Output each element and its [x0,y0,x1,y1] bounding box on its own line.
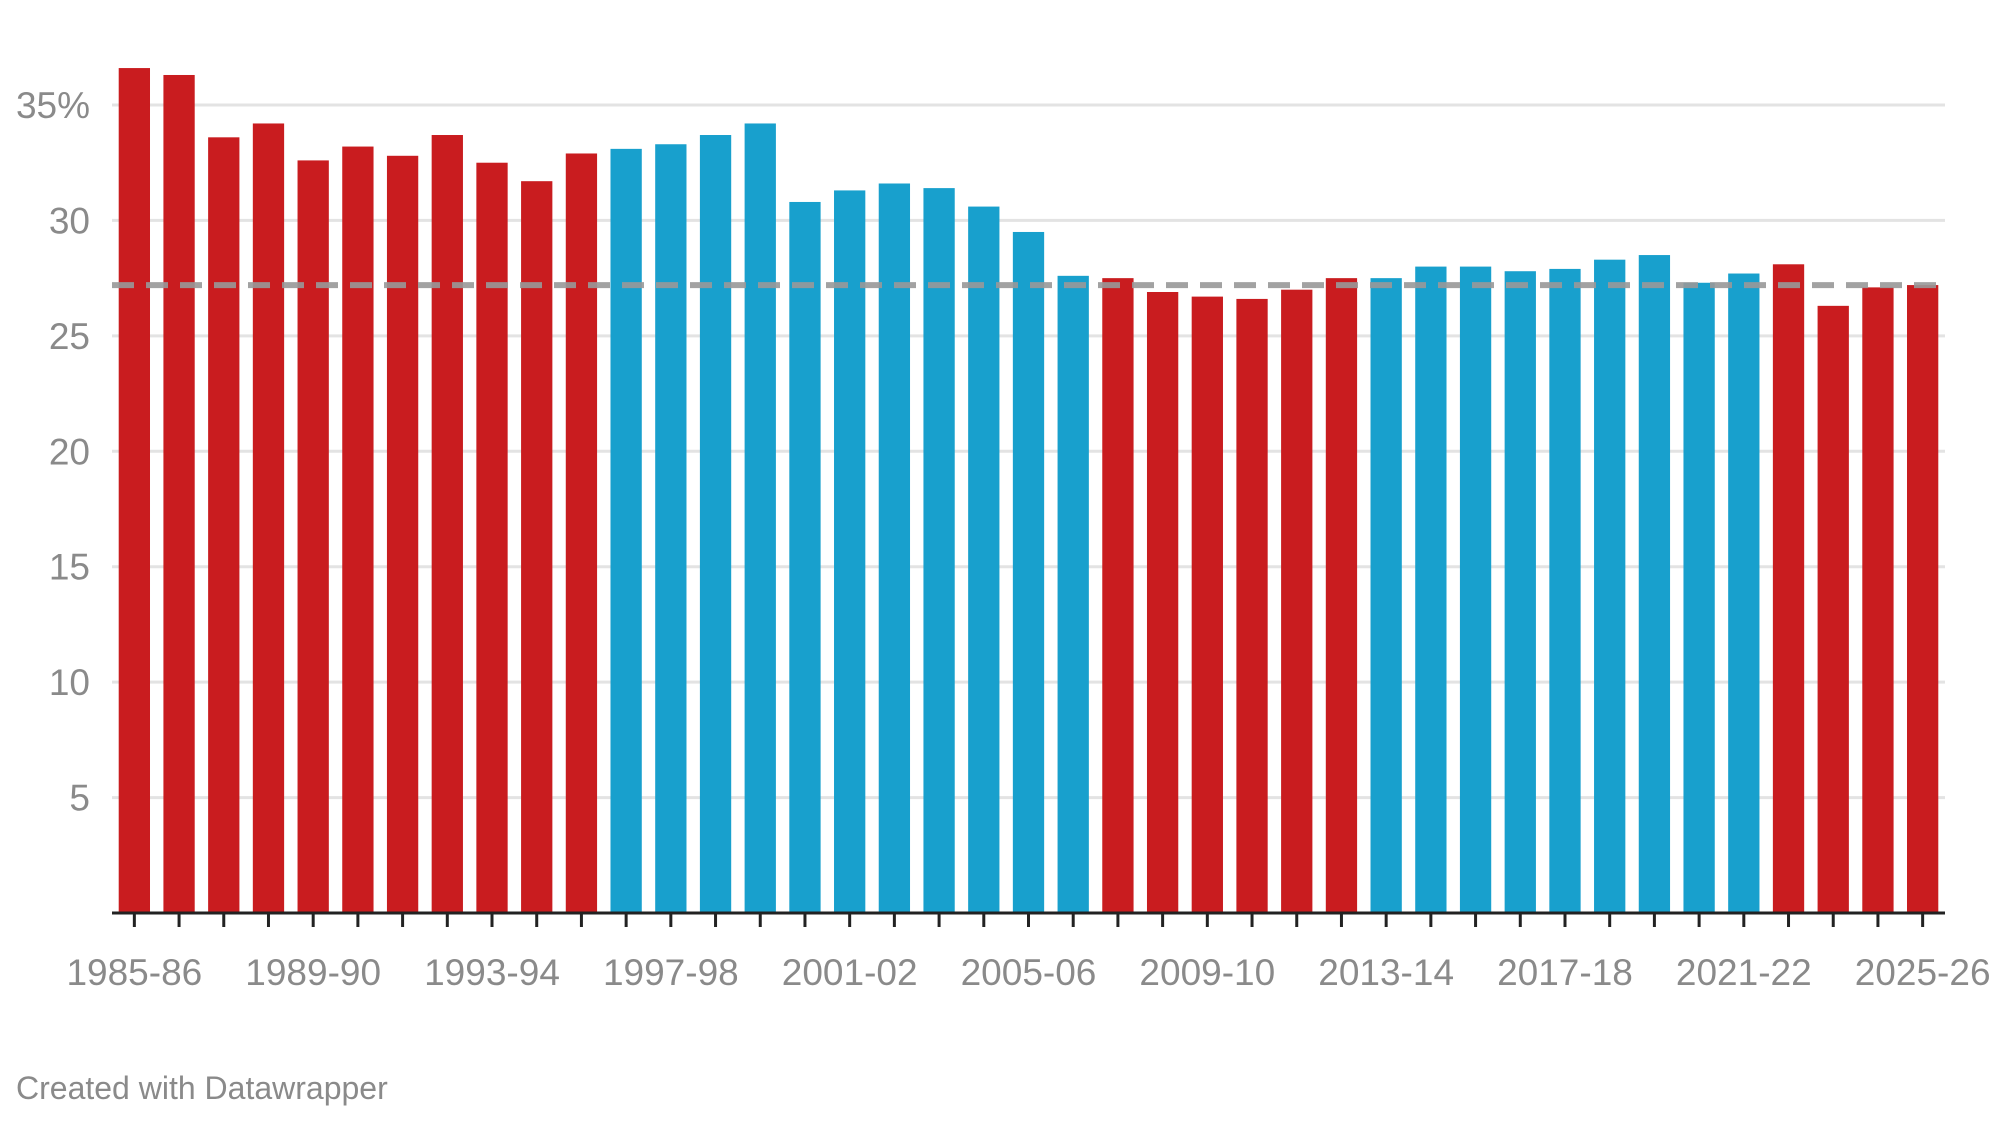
bar-1995-96 [565,153,598,914]
x-tick-label: 2001-02 [782,952,918,993]
x-tick-label: 2021-22 [1676,952,1812,993]
bar-2000-01 [789,201,821,913]
bar-2005-06 [1012,231,1045,913]
y-tick-label: 20 [49,431,90,472]
x-tick-label: 2025-26 [1855,952,1991,993]
footer-credit: Created with Datawrapper [16,1070,388,1106]
bar-1997-98 [655,144,687,913]
y-tick-label: 30 [49,200,90,241]
bar-1993-94 [476,162,508,913]
bar-2011-12 [1281,289,1313,914]
y-tick-label: 15 [49,547,90,588]
bar-2020-21 [1683,282,1715,913]
bar-2004-05 [968,206,1000,913]
y-tick-label: 10 [49,662,90,703]
bar-2018-19 [1594,259,1626,913]
bar-1988-89 [252,123,285,914]
y-tick-label: 25 [49,316,90,357]
bar-1998-99 [699,135,732,914]
bar-2014-15 [1415,266,1447,914]
bar-2001-02 [834,190,866,914]
bar-1986-87 [163,74,195,913]
bar-2021-22 [1728,273,1760,913]
bar-1996-97 [610,148,642,913]
bar-1990-91 [342,146,374,913]
y-tick-label: 35% [16,85,90,126]
bar-2006-07 [1057,275,1089,913]
bar-2024-25 [1862,287,1894,913]
x-tick-label: 1989-90 [245,952,381,993]
y-tick-label: 5 [69,778,90,819]
bar-2012-13 [1325,278,1358,914]
bar-2015-16 [1459,266,1492,914]
bar-2016-17 [1504,271,1536,913]
x-tick-label: 2017-18 [1497,952,1633,993]
bar-2013-14 [1370,278,1402,914]
x-tick-label: 2013-14 [1318,952,1454,993]
bar-1991-92 [386,155,419,913]
bar-2022-23 [1772,264,1805,913]
bar-2023-24 [1817,305,1849,913]
x-tick-label: 2009-10 [1139,952,1275,993]
bar-2010-11 [1236,298,1268,913]
bar-2019-20 [1638,255,1671,914]
bar-2002-03 [878,183,911,913]
bar-2017-18 [1549,268,1581,913]
bar-2007-08 [1102,278,1134,914]
x-tick-label: 2005-06 [961,952,1097,993]
bar-2025-26 [1906,285,1939,913]
bar-1985-86 [118,68,151,913]
bar-1999-00 [744,123,776,914]
bar-1994-95 [521,181,553,913]
bar-1992-93 [431,135,463,914]
x-tick-label: 1997-98 [603,952,739,993]
x-tick-label: 1985-86 [66,952,202,993]
bar-1989-90 [297,160,329,914]
bar-2003-04 [923,188,955,913]
bar-2009-10 [1191,296,1223,913]
bar-2008-09 [1146,291,1179,914]
bar-1987-88 [208,137,240,913]
x-tick-label: 1993-94 [424,952,560,993]
